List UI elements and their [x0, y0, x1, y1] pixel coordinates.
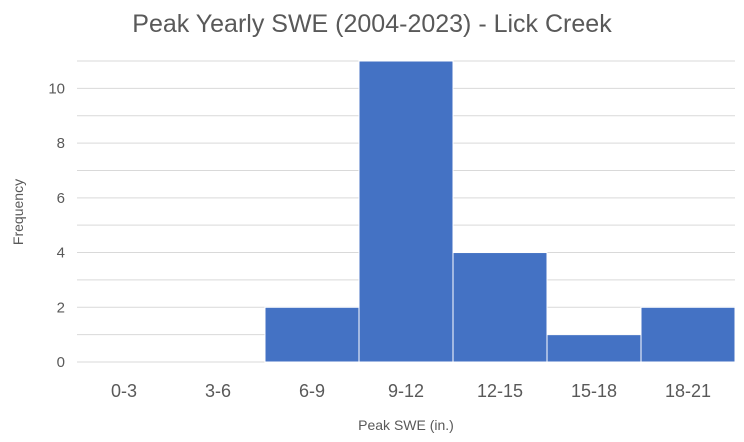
y-tick-label: 4 [57, 245, 65, 262]
y-tick-label: 2 [57, 299, 65, 316]
bar-12-15 [452, 252, 548, 363]
x-category-label: 6-9 [299, 381, 325, 401]
x-category-label: 3-6 [205, 381, 231, 401]
y-tick-label: 10 [48, 80, 65, 97]
x-axis-categories: 0-3 3-6 6-9 9-12 12-15 15-18 18-21 [111, 381, 711, 401]
bar-6-9 [264, 306, 360, 363]
y-tick-label: 0 [57, 354, 65, 371]
x-category-label: 0-3 [111, 381, 137, 401]
bar-9-12 [358, 60, 454, 363]
bar-15-18 [546, 334, 642, 363]
x-category-label: 18-21 [665, 381, 711, 401]
y-tick-label: 6 [57, 190, 65, 207]
chart-title: Peak Yearly SWE (2004-2023) - Lick Creek [132, 10, 612, 38]
x-axis-title: Peak SWE (in.) [358, 417, 454, 433]
y-tick-label: 8 [57, 135, 65, 152]
y-axis-ticks: 0 2 4 6 8 10 [48, 80, 65, 371]
y-axis-title: Frequency [10, 179, 26, 245]
x-category-label: 9-12 [388, 381, 424, 401]
x-category-label: 12-15 [477, 381, 523, 401]
bar-18-21 [640, 306, 736, 363]
x-category-label: 15-18 [571, 381, 617, 401]
bars [264, 60, 736, 363]
